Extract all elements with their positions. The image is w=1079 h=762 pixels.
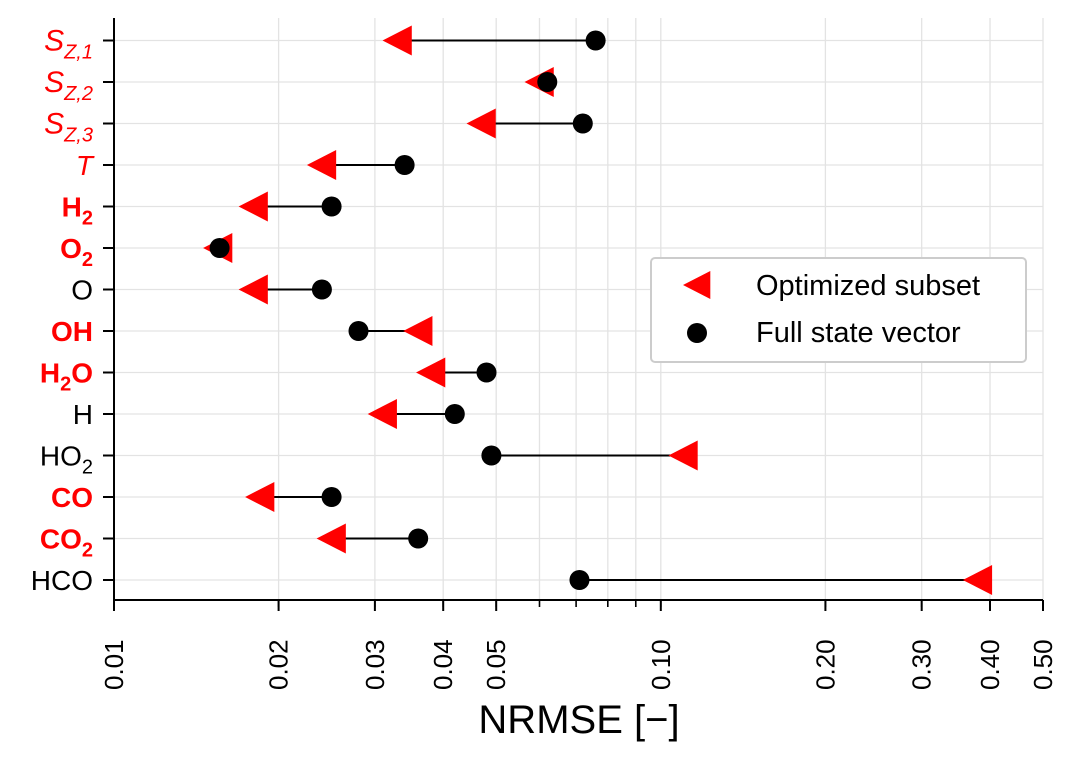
x-tick-label: 0.10 [646,639,676,690]
point-optimized-subset [367,399,397,429]
markers [203,25,993,595]
x-tick-label: 0.03 [360,639,390,690]
x-tick-label: 0.04 [428,639,458,690]
legend-marker-full [687,323,707,343]
y-tick-label: H [73,399,93,430]
x-tick-label: 0.02 [264,639,294,690]
y-tick-label: HO2 [40,441,93,479]
legend-frame [650,257,1027,363]
y-tick-label: CO [51,482,93,513]
point-optimized-subset [416,357,446,388]
point-optimized-subset [238,274,268,305]
x-axis-label: NRMSE [−] [478,698,679,742]
x-tick-label: 0.30 [907,639,937,690]
point-full-state-vector [476,362,497,383]
point-optimized-subset [962,565,993,595]
point-full-state-vector [537,72,558,92]
point-optimized-subset [466,108,496,139]
legend-marker-optimized [683,271,711,299]
y-tick-label: T [76,150,95,181]
point-optimized-subset [306,150,337,180]
y-tick-label: H2O [40,358,93,396]
point-full-state-vector [321,196,342,217]
x-tick-label: 0.01 [99,639,129,690]
point-full-state-vector [572,113,593,134]
point-full-state-vector [585,30,606,51]
point-full-state-vector [569,570,590,590]
point-full-state-vector [481,445,502,466]
point-optimized-subset [316,523,346,554]
point-full-state-vector [321,487,342,507]
point-full-state-vector [311,279,332,300]
point-optimized-subset [238,191,268,222]
point-full-state-vector [209,238,230,258]
point-full-state-vector [394,155,415,175]
y-tick-label: CO2 [40,524,93,562]
x-tick-label: 0.40 [975,639,1005,690]
axes [103,18,1044,611]
y-tick-label: SZ,1 [44,25,93,64]
point-full-state-vector [444,404,465,424]
point-optimized-subset [403,316,433,346]
legend: Optimized subset Full state vector [650,257,1027,363]
point-full-state-vector [408,528,429,549]
x-tick-label: 0.05 [481,639,511,690]
legend-label-full: Full state vector [756,317,961,349]
x-tick-label: 0.20 [810,639,840,690]
y-tick-label: HCO [31,565,93,596]
point-optimized-subset [245,482,275,512]
x-tick-labels: 0.01 0.02 0.03 0.04 0.05 0.10 0.20 0.30 0.40 0.50 [99,639,1058,690]
y-tick-label: O2 [60,233,93,271]
point-optimized-subset [668,440,698,471]
y-tick-label: H2 [62,192,93,230]
y-tick-label: SZ,2 [44,66,93,105]
point-full-state-vector [348,321,369,341]
point-optimized-subset [382,25,412,56]
x-tick-label: 0.50 [1028,639,1058,690]
y-tick-label: OH [51,316,93,347]
legend-label-optimized: Optimized subset [756,270,980,302]
y-tick-label: O [71,275,93,306]
y-tick-label: SZ,3 [44,108,93,147]
